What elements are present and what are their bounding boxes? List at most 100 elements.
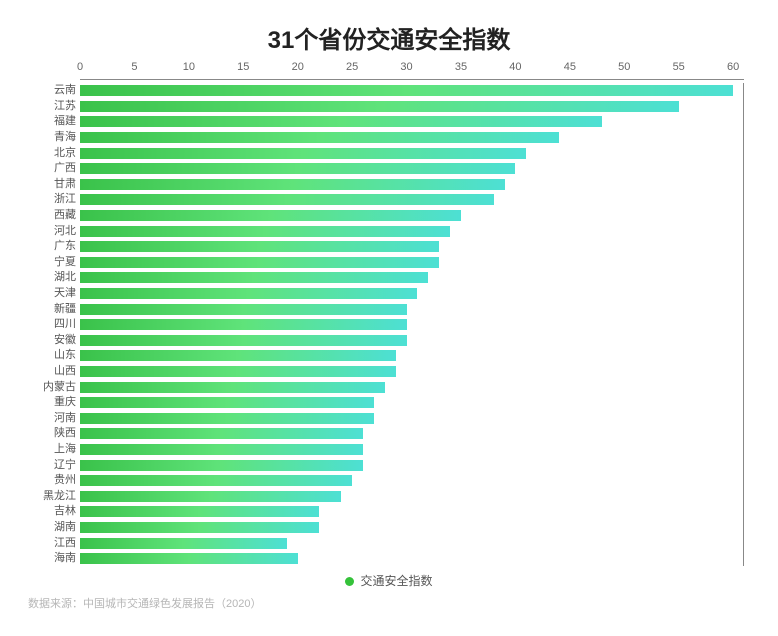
category-label: 云南: [28, 85, 76, 96]
bar-row: 山东: [80, 348, 744, 364]
bar-row: 北京: [80, 145, 744, 161]
bar-row: 安徽: [80, 333, 744, 349]
category-label: 贵州: [28, 475, 76, 486]
category-label: 山西: [28, 366, 76, 377]
x-tick: 30: [400, 61, 412, 73]
bar: [80, 506, 319, 517]
bar: [80, 335, 407, 346]
bar: [80, 522, 319, 533]
bar-row: 河南: [80, 410, 744, 426]
bar-track: [80, 348, 744, 364]
bar-track: [80, 301, 744, 317]
legend-label: 交通安全指数: [360, 574, 432, 588]
category-label: 湖北: [28, 272, 76, 283]
x-tick: 55: [673, 61, 685, 73]
bar-track: [80, 130, 744, 146]
x-tick: 0: [77, 61, 83, 73]
category-label: 陕西: [28, 428, 76, 439]
category-label: 江苏: [28, 101, 76, 112]
bar: [80, 132, 559, 143]
bar: [80, 288, 417, 299]
category-label: 广东: [28, 241, 76, 252]
bar: [80, 257, 439, 268]
bar: [80, 350, 396, 361]
bar-track: [80, 255, 744, 271]
bar-track: [80, 426, 744, 442]
bar-track: [80, 410, 744, 426]
bar: [80, 382, 385, 393]
category-label: 湖南: [28, 522, 76, 533]
x-tick: 15: [237, 61, 249, 73]
bar-row: 广东: [80, 239, 744, 255]
category-label: 西藏: [28, 210, 76, 221]
bar-row: 云南: [80, 83, 744, 99]
bar: [80, 210, 461, 221]
legend: 交通安全指数: [28, 572, 750, 589]
category-label: 宁夏: [28, 257, 76, 268]
x-tick: 25: [346, 61, 358, 73]
x-tick: 20: [292, 61, 304, 73]
bar: [80, 163, 515, 174]
category-label: 江西: [28, 538, 76, 549]
bar-track: [80, 504, 744, 520]
category-label: 吉林: [28, 506, 76, 517]
bar-row: 上海: [80, 442, 744, 458]
bar-row: 广西: [80, 161, 744, 177]
x-tick: 5: [131, 61, 137, 73]
bar-track: [80, 99, 744, 115]
x-axis-top: 051015202530354045505560: [80, 61, 744, 83]
chart-card: 31个省份交通安全指数 051015202530354045505560 云南江…: [0, 0, 778, 636]
category-label: 北京: [28, 148, 76, 159]
category-label: 新疆: [28, 304, 76, 315]
bar: [80, 413, 374, 424]
bar-track: [80, 520, 744, 536]
bar: [80, 116, 602, 127]
category-label: 河南: [28, 413, 76, 424]
bar-track: [80, 395, 744, 411]
x-tick: 10: [183, 61, 195, 73]
bar-row: 新疆: [80, 301, 744, 317]
bar-row: 湖北: [80, 270, 744, 286]
bar-row: 宁夏: [80, 255, 744, 271]
bar: [80, 101, 679, 112]
bar: [80, 428, 363, 439]
bar-row: 贵州: [80, 473, 744, 489]
bar: [80, 475, 352, 486]
data-source: 数据来源：中国城市交通绿色发展报告（2020）: [28, 595, 750, 611]
category-label: 上海: [28, 444, 76, 455]
bar-row: 海南: [80, 551, 744, 567]
bar-track: [80, 223, 744, 239]
bar-track: [80, 114, 744, 130]
category-label: 甘肃: [28, 179, 76, 190]
bar: [80, 319, 407, 330]
category-label: 天津: [28, 288, 76, 299]
bar-track: [80, 145, 744, 161]
category-label: 重庆: [28, 397, 76, 408]
x-axis-line: [80, 79, 744, 80]
bar: [80, 194, 494, 205]
bar-track: [80, 192, 744, 208]
bar: [80, 304, 407, 315]
bar-row: 河北: [80, 223, 744, 239]
x-tick: 50: [618, 61, 630, 73]
x-tick: 35: [455, 61, 467, 73]
bars-container: 云南江苏福建青海北京广西甘肃浙江西藏河北广东宁夏湖北天津新疆四川安徽山东山西内蒙…: [80, 83, 744, 566]
bar: [80, 241, 439, 252]
bar-row: 西藏: [80, 208, 744, 224]
bar-track: [80, 551, 744, 567]
bar-track: [80, 177, 744, 193]
legend-marker: [345, 577, 354, 586]
bar: [80, 226, 450, 237]
x-tick: 40: [509, 61, 521, 73]
bar-row: 辽宁: [80, 457, 744, 473]
bar-track: [80, 457, 744, 473]
bar-row: 江西: [80, 535, 744, 551]
category-label: 福建: [28, 116, 76, 127]
bar-track: [80, 488, 744, 504]
bar-track: [80, 535, 744, 551]
category-label: 青海: [28, 132, 76, 143]
chart-title: 31个省份交通安全指数: [28, 20, 750, 55]
bar-row: 黑龙江: [80, 488, 744, 504]
bar: [80, 460, 363, 471]
bar-row: 重庆: [80, 395, 744, 411]
